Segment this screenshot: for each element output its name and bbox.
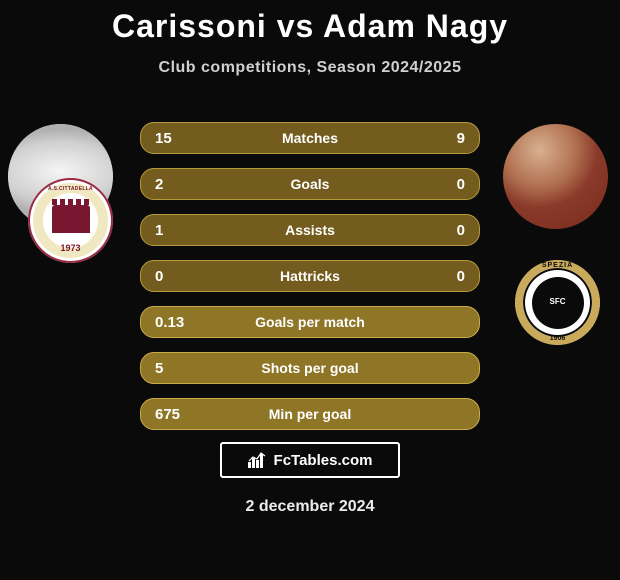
stat-label: Min per goal [195,406,425,422]
badge-right-club-name: SPEZIA [542,262,573,269]
stat-label: Hattricks [195,268,425,284]
stat-row: 15 Matches 9 [140,122,480,154]
stat-left-value: 0.13 [155,314,195,331]
player1-club-badge: A.S.CITTADELLA 1973 [28,178,113,263]
stat-label: Goals [195,176,425,192]
stat-row: 0 Hattricks 0 [140,260,480,292]
stat-label: Goals per match [195,314,425,330]
stat-label: Shots per goal [195,360,425,376]
comparison-title: Carissoni vs Adam Nagy [0,0,620,45]
player1-name: Carissoni [112,8,267,44]
stat-row: 0.13 Goals per match [140,306,480,338]
stat-row: 1 Assists 0 [140,214,480,246]
stats-comparison: 15 Matches 9 2 Goals 0 1 Assists 0 0 Hat… [140,122,480,444]
generated-date: 2 december 2024 [0,498,620,516]
stat-left-value: 15 [155,130,195,147]
badge-left-club-name: A.S.CITTADELLA [48,186,93,192]
stat-row: 675 Min per goal [140,398,480,430]
stat-label: Matches [195,130,425,146]
castle-icon [52,205,90,233]
bar-chart-icon [248,452,268,468]
stat-right-value: 0 [425,268,465,285]
vs-label: vs [277,8,315,44]
badge-right-year: 1906 [550,335,566,342]
player2-name: Adam Nagy [323,8,508,44]
stat-row: 5 Shots per goal [140,352,480,384]
stat-right-value: 0 [425,222,465,239]
stat-left-value: 1 [155,222,195,239]
stat-left-value: 5 [155,360,195,377]
stat-left-value: 675 [155,406,195,423]
stat-right-value: 0 [425,176,465,193]
brand-box: FcTables.com [220,442,400,478]
stat-left-value: 2 [155,176,195,193]
brand-text: FcTables.com [274,452,373,469]
player2-avatar [503,124,608,229]
season-subtitle: Club competitions, Season 2024/2025 [0,59,620,77]
player2-club-badge: SPEZIA SFC 1906 [515,260,600,345]
stat-label: Assists [195,222,425,238]
badge-left-year: 1973 [60,243,80,253]
stat-left-value: 0 [155,268,195,285]
stat-row: 2 Goals 0 [140,168,480,200]
stat-right-value: 9 [425,130,465,147]
